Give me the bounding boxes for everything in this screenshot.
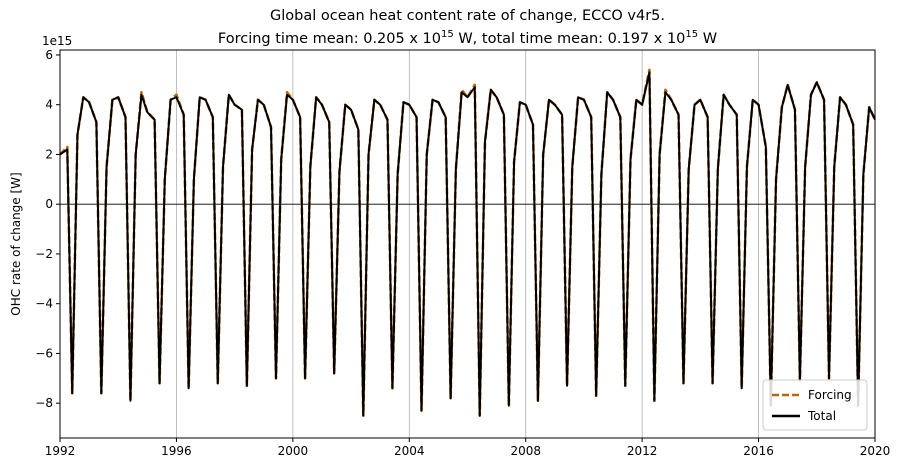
x-tick-label: 1992 bbox=[45, 444, 76, 458]
x-tick-label: 2008 bbox=[510, 444, 541, 458]
grid-layer bbox=[176, 50, 759, 438]
y-tick-label: 0 bbox=[45, 197, 53, 211]
y-tick-label: 4 bbox=[45, 98, 53, 112]
x-tick-label: 2012 bbox=[627, 444, 658, 458]
x-tick-label: 2004 bbox=[394, 444, 425, 458]
x-tick-label: 2020 bbox=[860, 444, 891, 458]
title-text-suffix: W bbox=[698, 30, 718, 47]
tick-layer: 1992 1996 2000 2004 2008 2012 2016 2020 −8 −6 −4 −2… bbox=[35, 48, 890, 458]
x-tick-label: 2000 bbox=[278, 444, 309, 458]
plot-frame bbox=[59, 49, 876, 439]
legend-label-total: Total bbox=[807, 409, 836, 423]
y-tick-label: 6 bbox=[45, 48, 53, 62]
title-text-prefix: Forcing time mean: 0.205 x 10 bbox=[217, 30, 441, 47]
y-tick-label: −2 bbox=[35, 247, 53, 261]
y-tick-label: −4 bbox=[35, 297, 53, 311]
title-exponent-forcing: 15 bbox=[440, 29, 454, 40]
legend: Forcing Total bbox=[762, 379, 868, 431]
x-tick-label: 2016 bbox=[743, 444, 774, 458]
series-layer bbox=[59, 68, 877, 417]
offset-text: 1e15 bbox=[42, 34, 72, 48]
series-line-forcing bbox=[59, 68, 877, 417]
chart-title-line-2: Forcing time mean: 0.205 x 1015 W, total… bbox=[60, 29, 875, 47]
chart-title-line-1: Global ocean heat content rate of change… bbox=[270, 8, 665, 24]
title-text-middle: W, total time mean: 0.197 x 10 bbox=[453, 30, 686, 47]
title-exponent-total: 15 bbox=[685, 29, 699, 40]
legend-label-forcing: Forcing bbox=[808, 388, 852, 402]
y-tick-label: −6 bbox=[35, 346, 53, 360]
legend-box bbox=[762, 379, 868, 431]
y-tick-label: 2 bbox=[45, 147, 53, 161]
y-tick-label: −8 bbox=[35, 396, 53, 410]
series-line-total bbox=[59, 71, 876, 417]
y-axis-label: OHC rate of change [W] bbox=[9, 172, 23, 315]
x-tick-label: 1996 bbox=[161, 444, 192, 458]
